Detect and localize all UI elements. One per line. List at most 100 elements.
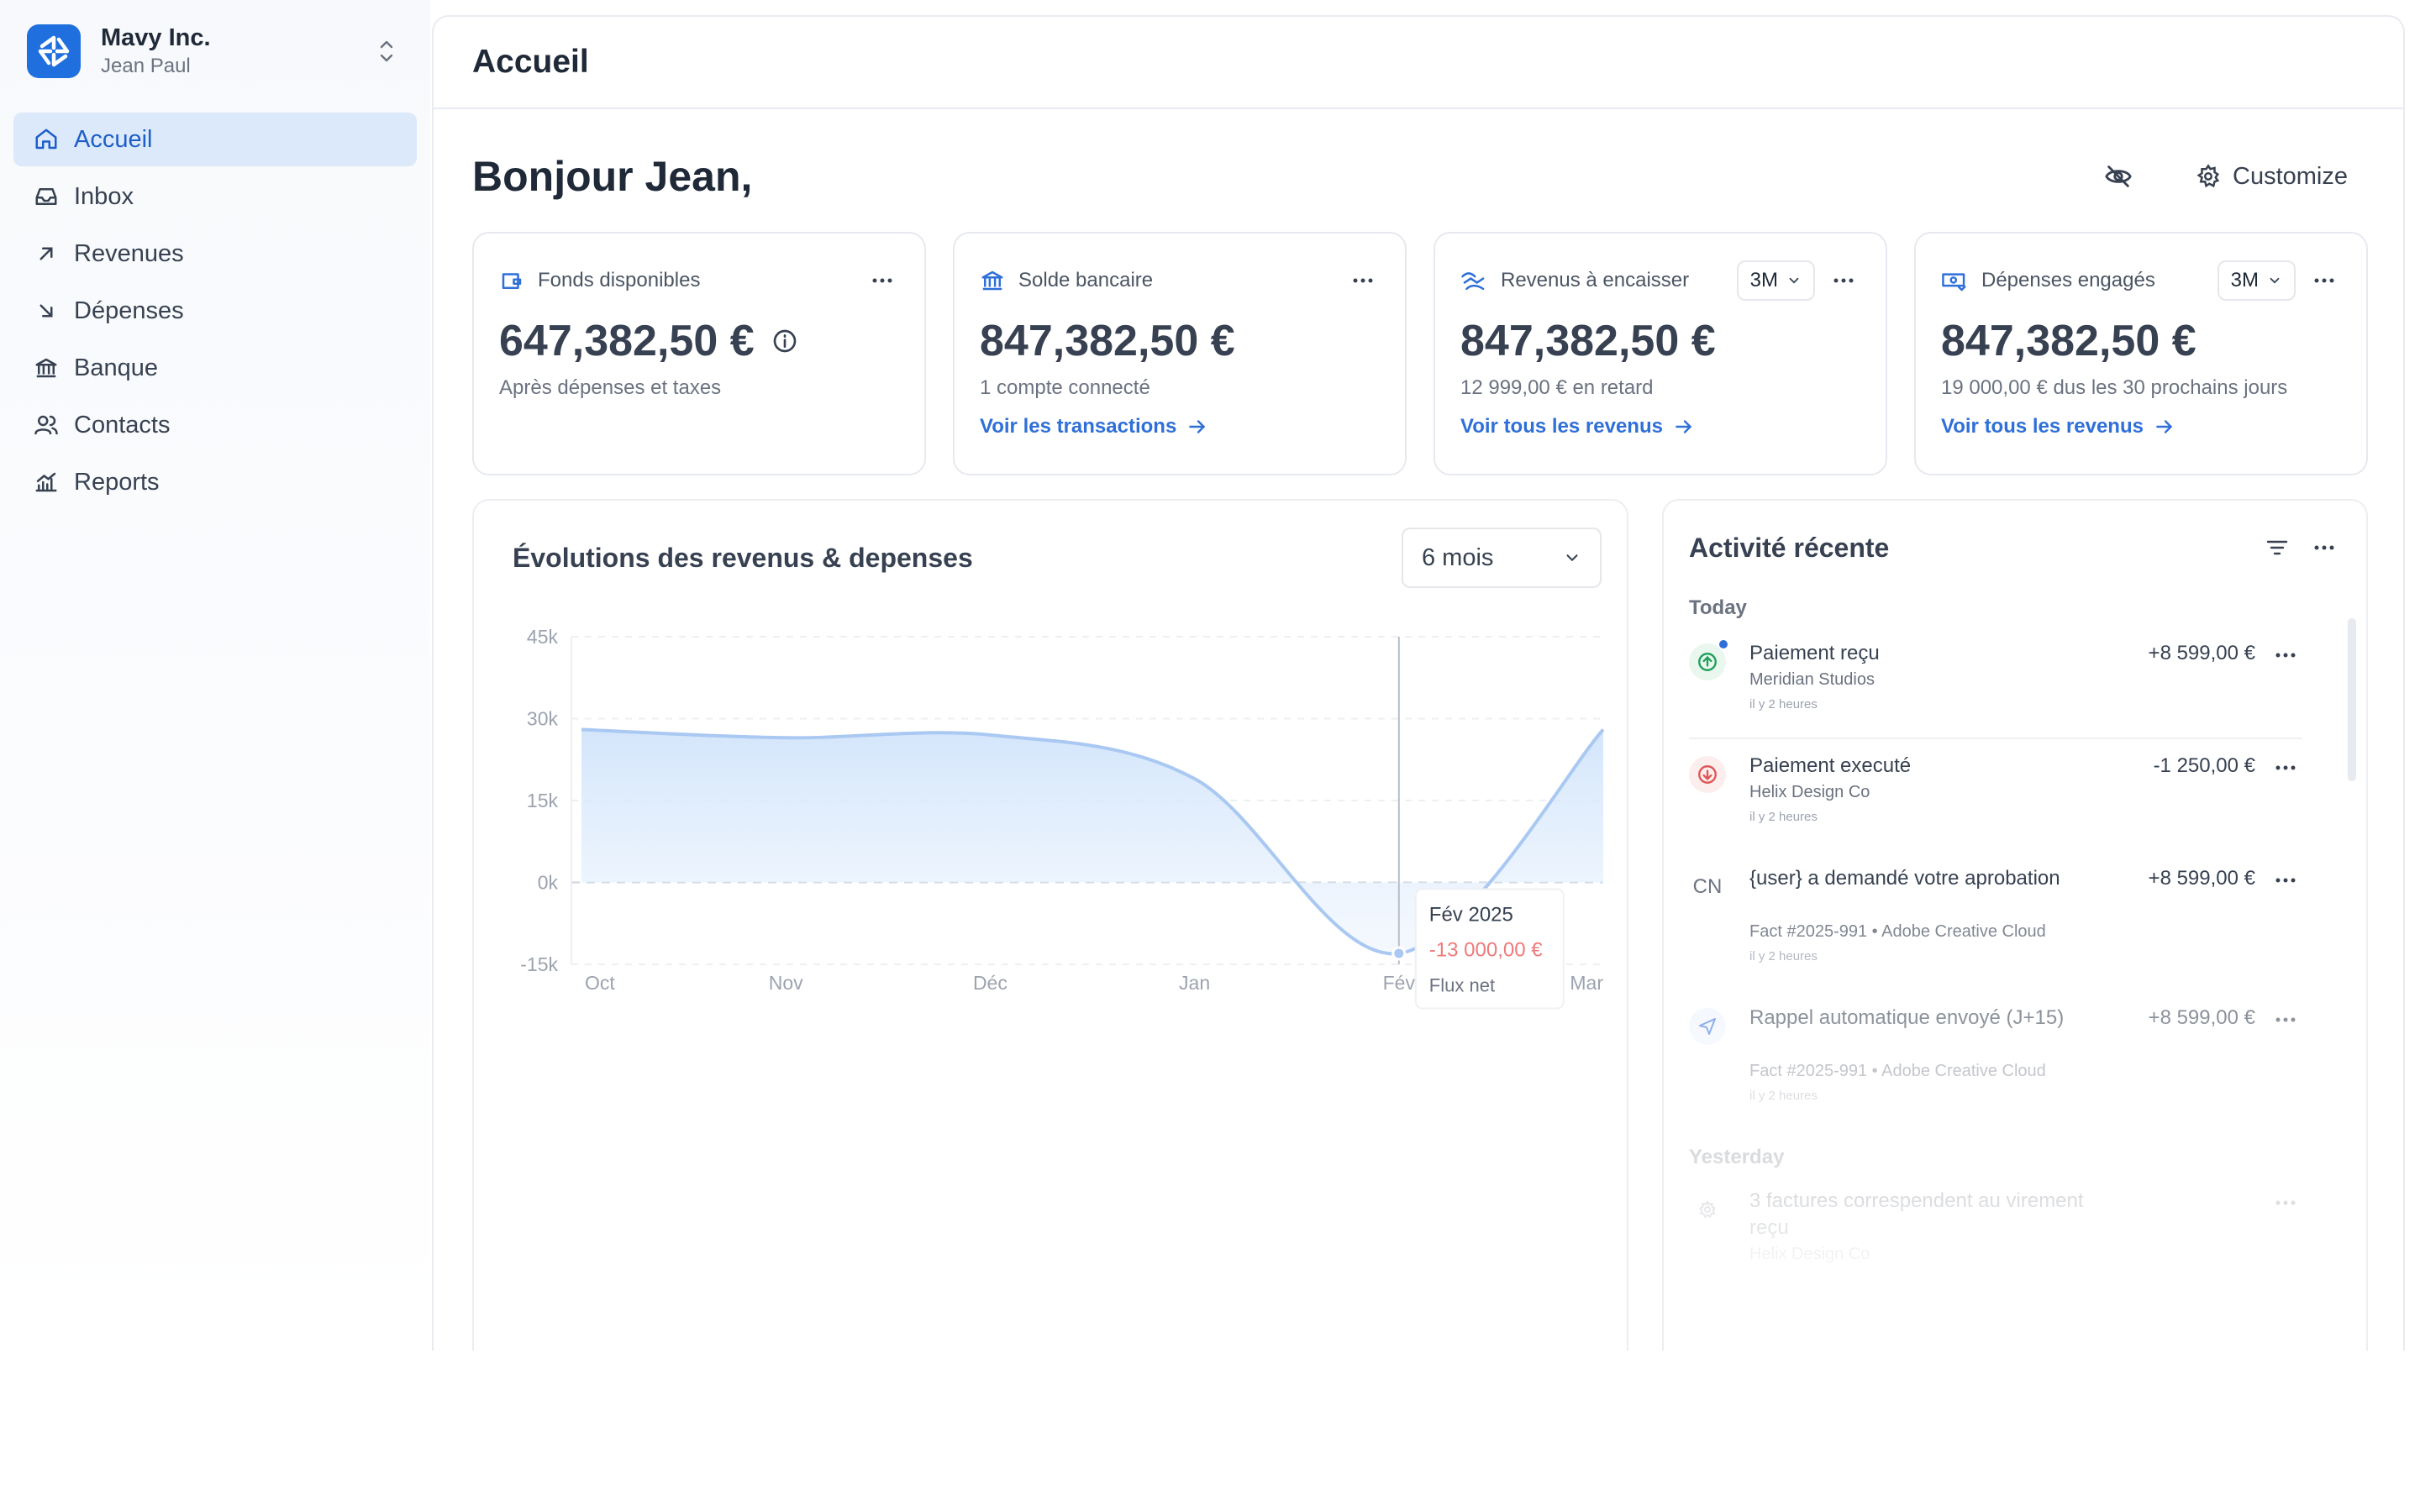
x-tick-label: Nov: [769, 972, 803, 994]
more-icon[interactable]: [865, 264, 899, 297]
kpi-sub: 1 compte connecté: [980, 376, 1150, 399]
kpi-label: Dépenses engagés: [1981, 269, 2155, 291]
chevron-updown-icon[interactable]: [376, 37, 397, 70]
customize-button[interactable]: Customize: [2175, 153, 2368, 200]
info-icon[interactable]: [771, 328, 798, 354]
chevron-down-icon: [1789, 277, 1799, 284]
activity-item-meta: Helix Design Co: [1749, 1245, 1870, 1263]
eye-off-icon: [2105, 165, 2132, 187]
x-tick-label: Déc: [973, 972, 1007, 994]
unread-dot-icon: [1719, 640, 1728, 648]
kpi-sub: Après dépenses et taxes: [499, 376, 722, 399]
kpi-value: 847,382,50 €: [980, 317, 1235, 365]
bank-icon: [35, 358, 57, 378]
gear-icon: [2196, 164, 2220, 188]
sidebar-item-reports[interactable]: Reports: [13, 455, 417, 509]
y-tick-label: -15k: [520, 953, 558, 975]
kpi-sub: 19 000,00 € dus les 30 prochains jours: [1941, 376, 2288, 399]
more-icon[interactable]: [2269, 1005, 2302, 1035]
activity-item[interactable]: 3 factures correspendent au virement reç…: [1689, 1188, 2302, 1272]
sidebar-item-label: Banque: [74, 354, 158, 381]
activity-item-time: il y 2 heures: [1749, 949, 1818, 963]
kpi-value: 847,382,50 €: [1460, 317, 1716, 365]
y-tick-label: 45k: [527, 626, 559, 648]
logo-icon: [38, 35, 70, 67]
range-value: 6 mois: [1422, 543, 1494, 571]
activity-item[interactable]: Rappel automatique envoyé (J+15) Fact #2…: [1689, 1005, 2302, 1114]
more-icon[interactable]: [2269, 640, 2302, 670]
cash-out-icon: [1942, 273, 1966, 291]
sidebar-item-banque[interactable]: Banque: [13, 341, 417, 395]
period-select[interactable]: 3M: [2217, 260, 2296, 301]
sidebar-item-depenses[interactable]: Dépenses: [13, 284, 417, 338]
sidebar-item-revenues[interactable]: Revenues: [13, 227, 417, 281]
sidebar-item-label: Contacts: [74, 411, 171, 438]
chart-card: Évolutions des revenus & depenses 6 mois…: [472, 499, 1628, 1351]
tooltip-title: Fév 2025: [1429, 904, 1513, 927]
activity-item-time: il y 2 heures: [1749, 1089, 1818, 1103]
arrow-right-icon: [2156, 420, 2173, 433]
more-icon[interactable]: [1827, 264, 1860, 297]
kpi-card-fonds: Fonds disponibles 647,382,50 € Après dép…: [472, 232, 926, 475]
home-icon: [35, 129, 57, 150]
greeting: Bonjour Jean,: [472, 153, 753, 200]
hide-values-button[interactable]: [2095, 153, 2142, 200]
chart-title: Évolutions des revenus & depenses: [513, 543, 973, 573]
period-select[interactable]: 3M: [1736, 260, 1815, 301]
cash-in-icon: [1461, 272, 1485, 291]
activity-card: Activité récente Today Paiement reçu Mer…: [1662, 499, 2368, 1351]
sidebar-item-accueil[interactable]: Accueil: [13, 113, 417, 166]
activity-item-meta: Helix Design Co: [1749, 783, 1870, 801]
range-select[interactable]: 6 mois: [1402, 528, 1602, 588]
link-label: Voir tous les revenus: [1460, 415, 1663, 438]
kpi-value: 647,382,50 €: [499, 317, 755, 365]
page-title: Accueil: [472, 44, 589, 80]
view-expenses-link[interactable]: Voir tous les revenus: [1941, 415, 2175, 438]
more-icon[interactable]: [2307, 264, 2341, 297]
org-switcher[interactable]: Mavy Inc. Jean Paul: [27, 22, 413, 81]
y-tick-label: 15k: [527, 790, 559, 811]
divider: [1689, 738, 2302, 739]
activity-item-title: Rappel automatique envoyé (J+15): [1749, 1006, 2065, 1029]
sidebar-item-contacts[interactable]: Contacts: [13, 398, 417, 452]
activity-item[interactable]: Paiement reçu Meridian Studios il y 2 he…: [1689, 640, 2302, 724]
kpi-card-solde: Solde bancaire 847,382,50 € 1 compte con…: [953, 232, 1407, 475]
x-tick-label: Jan: [1179, 972, 1210, 994]
sidebar-item-label: Inbox: [74, 182, 134, 210]
revenue-chart[interactable]: 45k 30k 15k 0k -15k Oct Nov Déc Jan Fév Mar Fév 2…: [474, 601, 1630, 1139]
more-icon[interactable]: [2269, 1188, 2302, 1218]
activity-item-amount: -1 250,00 €: [2153, 754, 2255, 777]
activity-item-meta: Meridian Studios: [1749, 670, 1875, 689]
greeting-row: Bonjour Jean, Customize: [472, 143, 2368, 210]
activity-item-amount: +8 599,00 €: [2148, 642, 2255, 664]
scrollbar[interactable]: [2348, 618, 2356, 781]
activity-item-title: Paiement executé: [1749, 754, 1912, 777]
arrow-right-icon: [1676, 420, 1692, 433]
activity-title: Activité récente: [1689, 533, 1890, 563]
filter-icon[interactable]: [2260, 531, 2294, 564]
users-icon: [34, 415, 58, 435]
chevron-down-icon: [2270, 277, 2280, 284]
data-point[interactable]: [1392, 946, 1407, 961]
activity-item-title: {user} a demandé votre aprobation: [1749, 867, 2060, 890]
bank-icon: [981, 270, 1003, 291]
x-tick-label: Mar: [1570, 972, 1603, 994]
activity-item[interactable]: Paiement executé Helix Design Co il y 2 …: [1689, 753, 2302, 837]
kpi-sub: 12 999,00 € en retard: [1460, 376, 1654, 399]
avatar: CN: [1692, 875, 1723, 898]
more-icon[interactable]: [1346, 264, 1380, 297]
activity-item-meta: Fact #2025-991 • Adobe Creative Cloud: [1749, 922, 2046, 941]
more-icon[interactable]: [2269, 865, 2302, 895]
group-yesterday: Yesterday: [1689, 1146, 1785, 1168]
activity-item[interactable]: CN {user} a demandé votre aprobation Fac…: [1689, 865, 2302, 974]
view-transactions-link[interactable]: Voir les transactions: [980, 415, 1208, 438]
view-revenues-link[interactable]: Voir tous les revenus: [1460, 415, 1695, 438]
x-tick-label: Oct: [585, 972, 615, 994]
sidebar-nav: Accueil Inbox Revenues Dépenses Banque C…: [13, 113, 417, 512]
tooltip-value: -13 000,00 €: [1429, 939, 1543, 962]
y-tick-label: 30k: [527, 708, 559, 730]
more-icon[interactable]: [2269, 753, 2302, 783]
more-icon[interactable]: [2307, 531, 2341, 564]
link-label: Voir tous les revenus: [1941, 415, 2144, 438]
sidebar-item-inbox[interactable]: Inbox: [13, 170, 417, 223]
